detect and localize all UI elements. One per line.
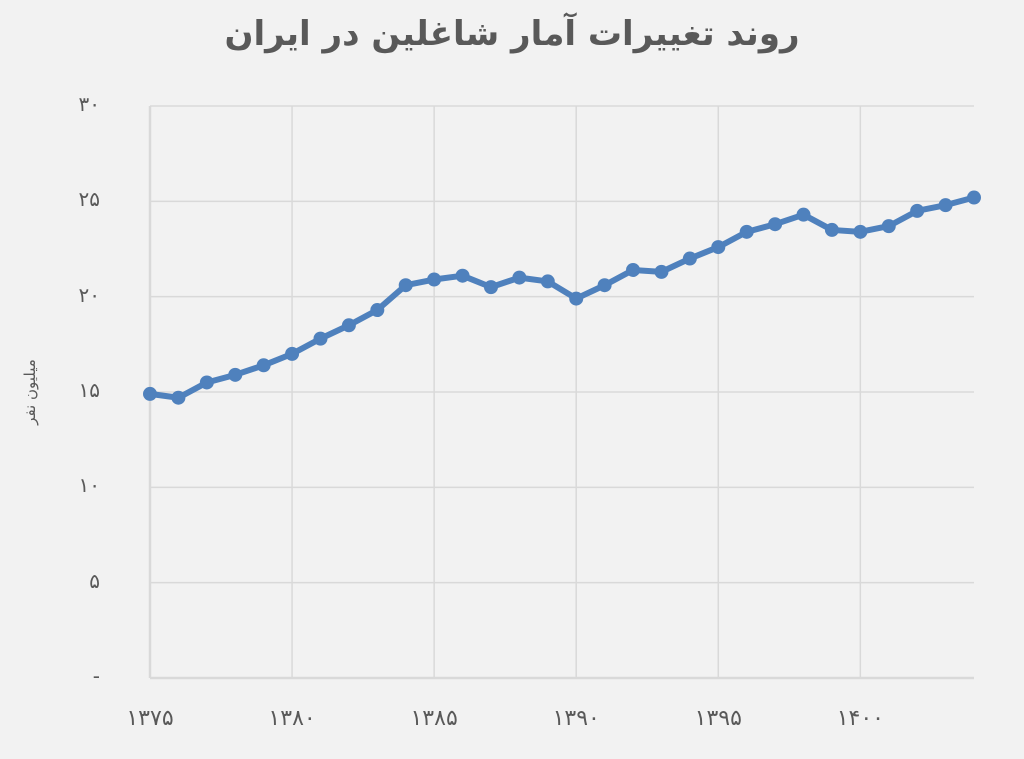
data-point	[739, 224, 754, 239]
data-point	[853, 224, 868, 239]
data-point	[483, 280, 498, 295]
data-point	[540, 274, 555, 289]
data-point	[398, 278, 413, 293]
data-point	[171, 390, 186, 405]
data-point	[370, 303, 385, 318]
data-point	[455, 268, 470, 283]
data-point	[228, 367, 243, 382]
chart-title: روند تغییرات آمار شاغلین در ایران	[224, 14, 800, 54]
data-point	[654, 264, 669, 279]
data-point	[285, 346, 300, 361]
x-tick-label: ۱۳۹۰	[552, 706, 600, 731]
data-point	[626, 262, 641, 277]
data-point	[881, 219, 896, 234]
data-point	[910, 203, 925, 218]
data-point	[341, 318, 356, 333]
y-tick-label: ۲۰	[78, 282, 100, 307]
data-point	[597, 278, 612, 293]
series-line	[149, 194, 975, 401]
y-tick-label: ۲۵	[78, 187, 100, 212]
x-tick-label: ۱۳۹۵	[694, 706, 742, 731]
data-point	[967, 190, 981, 205]
data-point	[569, 291, 584, 306]
data-markers	[143, 190, 981, 405]
data-point	[796, 207, 811, 222]
data-point	[711, 240, 726, 255]
data-point	[512, 270, 527, 285]
x-tick-label: ۱۴۰۰	[836, 706, 884, 731]
x-tick-label: ۱۳۸۵	[410, 706, 458, 731]
data-point	[938, 198, 953, 213]
data-point	[682, 251, 697, 266]
data-point	[256, 358, 271, 373]
y-tick-label: -	[92, 664, 100, 688]
data-point	[768, 217, 783, 232]
x-tick-label: ۱۳۷۵	[126, 706, 174, 731]
data-point	[199, 375, 214, 390]
data-point	[313, 331, 328, 346]
y-tick-label: ۵	[89, 568, 100, 593]
x-tick-label: ۱۳۸۰	[268, 706, 316, 731]
data-point	[824, 222, 839, 237]
y-tick-label: ۱۰	[78, 473, 100, 498]
data-point	[143, 386, 157, 401]
y-tick-label: ۳۰	[78, 92, 100, 116]
data-point	[427, 272, 442, 287]
gridlines	[148, 105, 974, 680]
y-tick-label: ۱۵	[78, 378, 100, 402]
